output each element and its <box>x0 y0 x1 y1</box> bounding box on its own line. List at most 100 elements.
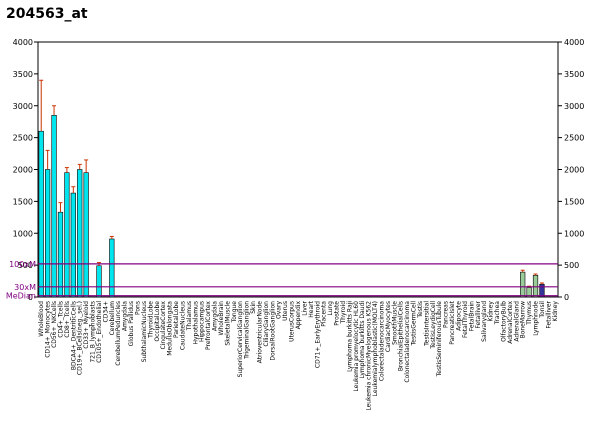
bar <box>64 172 70 298</box>
right-tick-label: 500 <box>564 261 579 270</box>
category-label: Pancreas <box>443 301 450 328</box>
category-label: CD33+_Myeloid <box>83 301 90 349</box>
category-label: Globus Pallidus <box>128 301 135 346</box>
category-label: Kidney <box>488 301 495 322</box>
category-label: FetalThyroid <box>462 301 469 338</box>
category-label: Skin <box>250 301 257 314</box>
category-label: CD8+_Tcells <box>64 301 71 338</box>
category-label: Fetalliver <box>475 300 482 328</box>
category-label: AdrenalGland <box>513 301 520 342</box>
category-label: Pons <box>135 301 142 315</box>
left-tick-label: 4000 <box>13 38 33 47</box>
category-label: Appendix <box>295 301 302 330</box>
left-tick-label: 1500 <box>13 197 33 206</box>
category-label: ParietalLobe <box>173 301 180 338</box>
category-label: CingulateCortex <box>160 301 167 350</box>
category-label: OccipitalLobe <box>154 301 161 342</box>
category-label: Heart <box>308 300 315 317</box>
category-label: WholeBrain <box>218 301 225 336</box>
category-label: CD4+_Tcells <box>57 301 64 338</box>
category-label: Leukemia chronicMyelogenous K562 <box>366 301 373 411</box>
category-label: BronchialEpithelialCells <box>398 301 405 371</box>
category-label: WholeBlood <box>38 301 45 337</box>
bar <box>532 275 539 298</box>
category-label: Leukemialymphoblastic(MOLT4) <box>372 301 379 396</box>
category-label: FetalBrain <box>468 301 475 331</box>
left-tick-label: 3000 <box>13 102 33 111</box>
right-tick-label: 2500 <box>564 134 584 143</box>
category-label: CardiacMyocytes <box>385 301 392 352</box>
left-tick-label: 0 <box>28 293 33 302</box>
bar <box>77 169 83 298</box>
category-label: CiliaryGanglion <box>263 301 270 347</box>
category-label: CD34+ <box>102 301 109 322</box>
category-label: Liver <box>301 300 308 315</box>
category-label: AdrenalCortex <box>507 301 514 344</box>
category-label: TrigeminalGanglion <box>244 301 251 360</box>
category-label: Cerebellum <box>109 301 116 336</box>
category-label: CerebellumPeduncles <box>115 301 122 366</box>
category-label: Prostate <box>334 301 341 326</box>
bar <box>57 211 64 298</box>
left-tick-label: 500 <box>18 261 33 270</box>
category-label: Fetalliver <box>545 300 552 328</box>
bar <box>38 130 44 298</box>
category-label: CD71+_EarlyErythroid <box>314 301 321 368</box>
category-label: MedullaOblongata <box>167 301 174 356</box>
category-label: TestisSeminiferousTubule <box>436 301 443 378</box>
left-tick-label: 2000 <box>13 166 33 175</box>
category-label: Hippocampus <box>199 301 206 342</box>
category-label: PrefrontalCortex <box>205 301 212 350</box>
chart-title: 204563_at <box>6 6 88 22</box>
category-label: CD105+_Endothelial <box>96 301 103 363</box>
bar <box>70 192 76 298</box>
bar <box>83 172 89 298</box>
bar <box>539 283 545 298</box>
category-label: Thyroid <box>340 301 347 325</box>
category-label: Kidney <box>552 301 559 322</box>
reference-line-label: MeDian <box>6 292 36 301</box>
category-label: Colonectaladenocarcinoma <box>404 301 411 383</box>
left-tick-label: 2500 <box>13 134 33 143</box>
category-label: UterusCorpus <box>289 301 296 342</box>
category-label: CD14+_Monocytes <box>45 301 52 358</box>
left-tick-label: 1000 <box>13 229 33 238</box>
category-label: CaudateNucleus <box>179 301 186 350</box>
category-label: Lymphoma burkitts Daudi <box>359 301 366 379</box>
left-tick-label: 3500 <box>13 70 33 79</box>
right-tick-label: 3000 <box>564 102 584 111</box>
category-label: Testis <box>417 301 424 319</box>
right-tick-label: 0 <box>564 293 569 302</box>
category-label: OlfactoryBulb <box>500 301 507 342</box>
category-label: TestisGermCell <box>411 301 418 347</box>
category-label: Tongue <box>231 301 238 324</box>
bar <box>45 169 51 298</box>
reference-line-label: 30xM <box>14 283 36 292</box>
right-tick-label: 1000 <box>564 229 584 238</box>
category-label: Hypothalamus <box>192 301 199 345</box>
category-label: Lymphnode <box>533 301 540 336</box>
category-label: SkeletalMuscle <box>224 301 231 346</box>
right-tick-label: 1500 <box>564 197 584 206</box>
category-label: 721_B_lymphoblasts <box>90 301 97 363</box>
category-label: SuperiorCervicalGanglion <box>237 301 244 378</box>
reference-line-label: 100xM <box>9 260 36 269</box>
bar <box>96 265 102 298</box>
category-label: TestisIntersitial <box>423 301 430 347</box>
category-label: ThyroidLobe <box>147 301 154 339</box>
right-tick-label: 3500 <box>564 70 584 79</box>
category-label: Lymphoma burkitts Raji <box>346 301 353 372</box>
category-label: Adipocyte <box>455 301 462 331</box>
bar <box>51 115 57 298</box>
category-label: SmoothMuscle <box>391 301 398 345</box>
category-label: CD19+_BCells(neg._sel.) <box>77 301 84 375</box>
category-label: AtrioventricularNode <box>256 301 263 364</box>
bar <box>109 238 115 298</box>
right-tick-label: 4000 <box>564 38 584 47</box>
category-label: PancreaticIslet <box>449 300 456 344</box>
category-label: Ovary <box>276 301 283 319</box>
category-label: Salivarygland <box>481 301 488 342</box>
category-label: BoneMarrow <box>520 301 527 339</box>
category-label: Colorectaladenocarcinoma <box>378 301 385 381</box>
